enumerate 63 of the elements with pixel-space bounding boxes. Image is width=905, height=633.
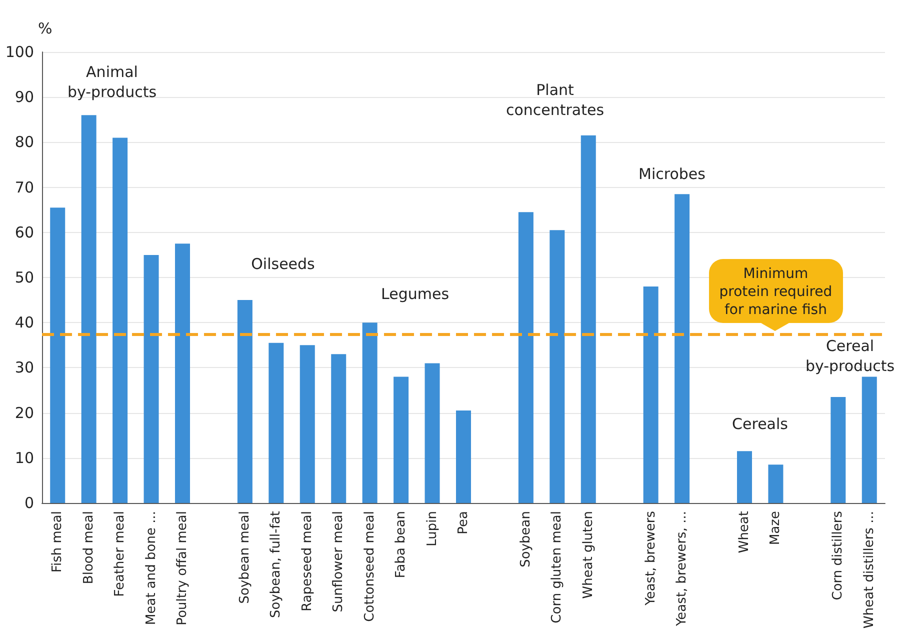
y-tick-label: 50 bbox=[14, 268, 34, 286]
bar bbox=[550, 230, 565, 503]
x-tick-label: Wheat bbox=[737, 511, 752, 554]
x-tick-label: Feather meal bbox=[112, 511, 128, 597]
y-axis-title: % bbox=[38, 20, 52, 38]
bar bbox=[737, 451, 752, 503]
annotation: Microbes bbox=[638, 165, 706, 183]
x-tick-label: Meat and bone ... bbox=[144, 511, 159, 625]
x-tick-label: Sunflower meal bbox=[331, 511, 346, 612]
x-tick-label: Corn gluten meal bbox=[550, 511, 565, 624]
bar bbox=[300, 345, 315, 503]
x-tick-label: Wheat gluten bbox=[580, 511, 596, 599]
bar bbox=[50, 208, 66, 503]
y-tick-label: 100 bbox=[5, 43, 34, 61]
x-tick-label: Corn distillers bbox=[830, 510, 846, 600]
bar bbox=[643, 286, 658, 503]
x-tick-label: Pea bbox=[456, 511, 471, 534]
x-tick-label: Lupin bbox=[424, 511, 440, 546]
bar bbox=[862, 376, 877, 503]
annotation: Plant concentrates bbox=[506, 81, 604, 119]
x-tick-label: Maze bbox=[768, 511, 784, 546]
y-tick-label: 70 bbox=[14, 178, 34, 196]
bar bbox=[580, 135, 596, 503]
bar bbox=[112, 138, 128, 503]
bar bbox=[394, 376, 409, 503]
bar bbox=[768, 464, 784, 503]
bar bbox=[175, 244, 190, 503]
bar bbox=[331, 354, 346, 503]
bar bbox=[674, 194, 690, 503]
x-tick-label: Cottonseed meal bbox=[362, 511, 378, 622]
y-tick-label: 0 bbox=[24, 494, 34, 512]
annotation: Cereals bbox=[732, 415, 788, 433]
annotation: Oilseeds bbox=[251, 255, 316, 273]
bar bbox=[237, 300, 252, 503]
y-tick-label: 80 bbox=[14, 133, 34, 152]
x-tick-label: Poultry offal meal bbox=[175, 511, 190, 626]
bar bbox=[518, 212, 534, 503]
x-tick-label: Soybean meal bbox=[237, 511, 252, 604]
y-tick-label: 30 bbox=[14, 358, 34, 377]
x-tick-label: Faba bean bbox=[394, 511, 409, 578]
y-tick-label: 60 bbox=[14, 223, 34, 242]
bar bbox=[830, 397, 846, 503]
annotation: Legumes bbox=[380, 285, 450, 303]
bar bbox=[81, 115, 96, 503]
x-tick-label: Blood meal bbox=[81, 511, 96, 584]
y-tick-label: 40 bbox=[14, 314, 34, 332]
y-tick-label: 20 bbox=[14, 404, 34, 422]
x-tick-label: Soybean bbox=[518, 511, 534, 568]
bar bbox=[268, 342, 284, 503]
bar bbox=[424, 363, 440, 503]
y-tick-label: 90 bbox=[14, 88, 34, 106]
x-tick-label: Fish meal bbox=[50, 511, 66, 573]
x-tick-label: Rapeseed meal bbox=[300, 511, 315, 612]
bar bbox=[144, 254, 159, 503]
bar bbox=[456, 410, 471, 503]
bar bbox=[362, 322, 378, 503]
annotation: Cereal by-products bbox=[805, 337, 895, 375]
x-tick-label: Yeast, brewers, ... bbox=[674, 511, 690, 628]
x-tick-label: Yeast, brewers bbox=[643, 510, 658, 606]
annotation: Animal by-products bbox=[67, 63, 157, 101]
y-tick-label: 10 bbox=[14, 448, 34, 467]
x-tick-label: Soybean, full-fat bbox=[268, 511, 284, 618]
x-tick-label: Wheat distillers ... bbox=[862, 511, 877, 629]
